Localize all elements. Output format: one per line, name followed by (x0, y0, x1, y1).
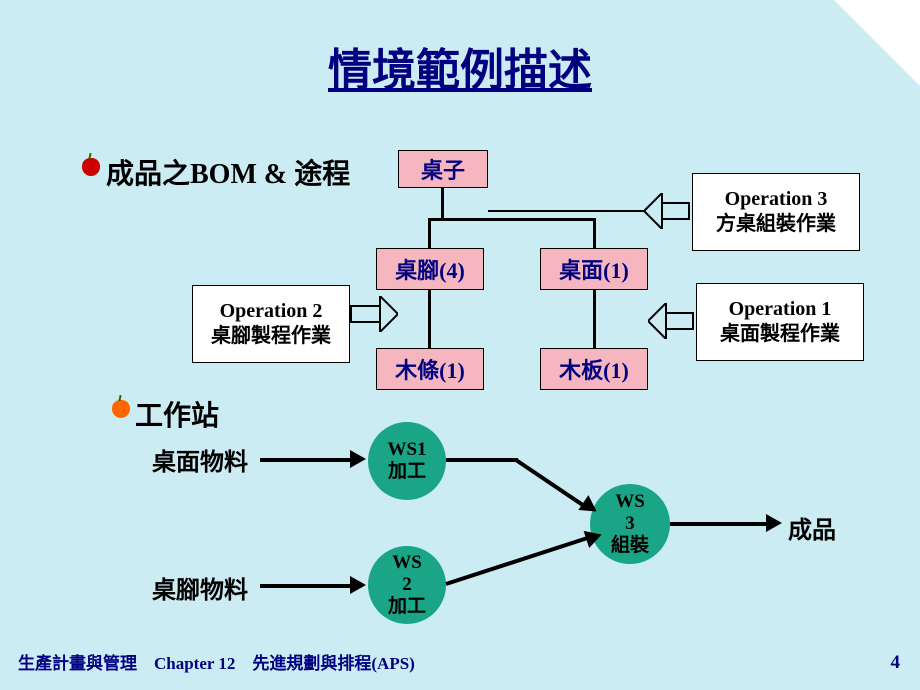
bom-line (428, 290, 431, 348)
bom-line (488, 210, 646, 212)
op3-title: Operation 3 (725, 188, 828, 210)
bom-node-board: 木板(1) (540, 348, 648, 390)
flow-arrow (260, 458, 352, 462)
slide-footer: 生產計畫與管理 Chapter 12 先進規劃與排程(APS) (18, 649, 415, 674)
ws3-l1: WS (615, 491, 645, 513)
bom-node-legs: 桌腳(4) (376, 248, 484, 290)
op2-title: Operation 2 (220, 300, 323, 322)
ws1-l2: 加工 (388, 461, 426, 483)
op2-sub: 桌腳製程作業 (211, 325, 331, 347)
ws3-l3: 組裝 (611, 535, 649, 557)
flow-arrow (515, 458, 589, 509)
bom-line (441, 188, 444, 220)
flow-arrow (670, 522, 768, 526)
op1-sub: 桌面製程作業 (720, 323, 840, 345)
ws2-l1: WS (392, 552, 422, 574)
label-mat1: 桌面物料 (152, 442, 248, 477)
ws3-l2: 3 (625, 513, 635, 535)
slide-page-number: 4 (891, 652, 901, 674)
bullet-icon-red (80, 156, 102, 178)
flow-arrow (260, 584, 352, 588)
slide-title: 情境範例描述 (0, 34, 920, 98)
op-box-2: Operation 2 桌腳製程作業 (192, 285, 350, 363)
bom-node-strips: 木條(1) (376, 348, 484, 390)
ws2-l3: 加工 (388, 596, 426, 618)
flow-arrow-head (766, 514, 782, 532)
block-arrow-op2-head (378, 296, 398, 332)
block-arrow-op2 (350, 305, 380, 323)
bom-node-root: 桌子 (398, 150, 488, 188)
bullet-bom: 成品之BOM & 途程 (106, 152, 350, 192)
bom-node-top: 桌面(1) (540, 248, 648, 290)
op3-sub: 方桌組裝作業 (716, 213, 836, 235)
op-box-3: Operation 3 方桌組裝作業 (692, 173, 860, 251)
ws2-circle: WS 2 加工 (368, 546, 446, 624)
flow-arrow-head (350, 450, 366, 468)
ws1-l1: WS1 (387, 439, 426, 461)
op-box-1: Operation 1 桌面製程作業 (696, 283, 864, 361)
ws2-l2: 2 (402, 574, 412, 596)
bom-line (593, 290, 596, 348)
block-arrow-op1 (648, 303, 694, 339)
bom-line (428, 218, 431, 248)
flow-arrow (445, 535, 591, 586)
label-mat2: 桌腳物料 (152, 570, 248, 605)
label-out: 成品 (788, 510, 836, 545)
block-arrow-op3 (644, 193, 690, 229)
bullet-workstation: 工作站 (135, 394, 219, 434)
flow-arrow-head (350, 576, 366, 594)
bom-line (593, 218, 596, 248)
flow-arrow (446, 458, 518, 462)
bom-line (428, 218, 596, 221)
ws1-circle: WS1 加工 (368, 422, 446, 500)
op1-title: Operation 1 (729, 298, 832, 320)
bullet-icon-orange (110, 398, 132, 420)
ws3-circle: WS 3 組裝 (590, 484, 670, 564)
